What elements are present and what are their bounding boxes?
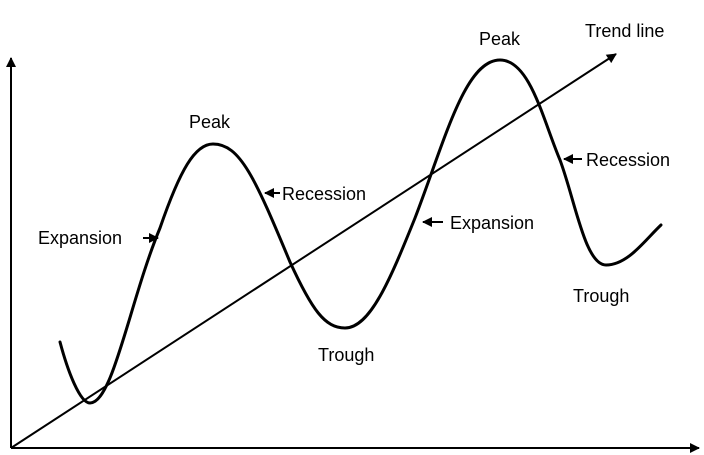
peak-2-label: Peak (479, 29, 521, 49)
trend-line (10, 53, 617, 449)
recession-2-label: Recession (586, 150, 670, 170)
expansion-1-label: Expansion (38, 228, 122, 248)
cycle-curve (58, 58, 663, 405)
expansion-2-label: Expansion (450, 213, 534, 233)
peak-1-label: Peak (189, 112, 231, 132)
trough-1-label: Trough (318, 345, 374, 365)
recession-1-label: Recession (282, 184, 366, 204)
trough-2-label: Trough (573, 286, 629, 306)
trend-line-label: Trend line (585, 21, 664, 41)
